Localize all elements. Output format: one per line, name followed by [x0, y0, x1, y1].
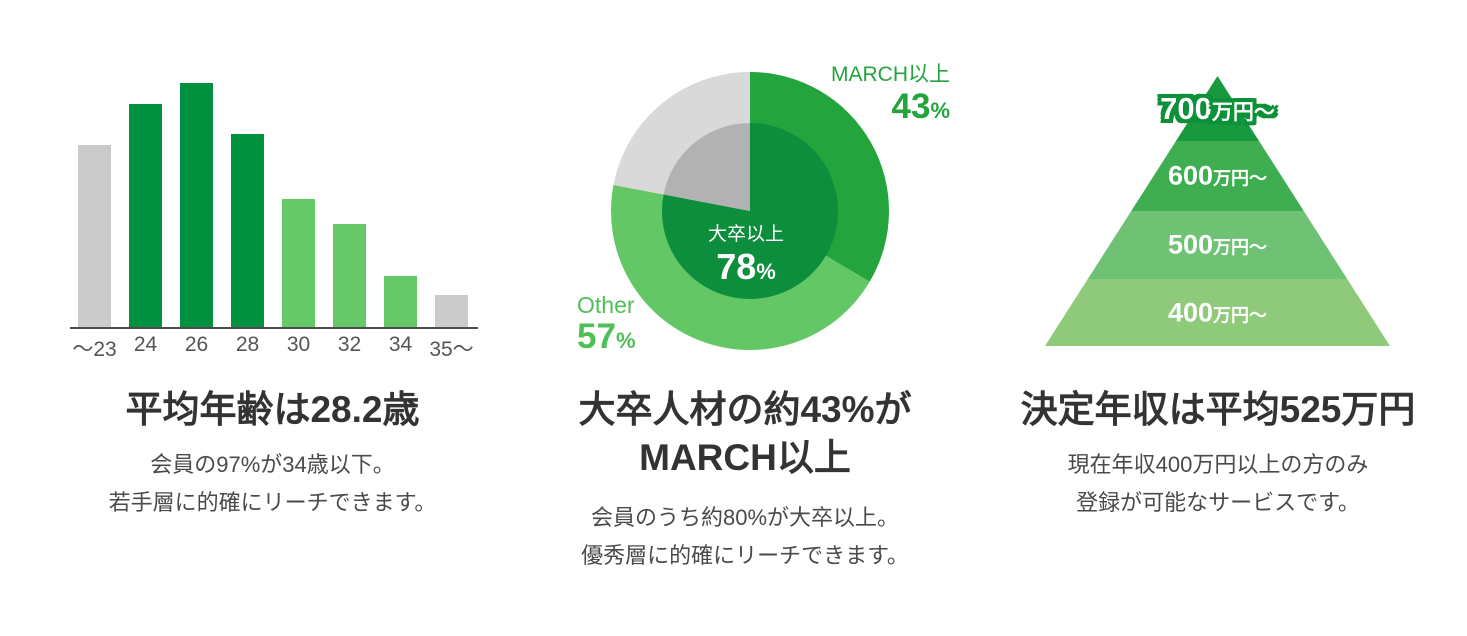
income-subtitle-line-2: 登録が可能なサービスです。	[1076, 490, 1360, 515]
age-panel-title: 平均年齢は28.2歳	[125, 389, 420, 430]
income-panel: 700万円～ 600万円～ 500万円～ 400万円～ 決定年収は平均525万円 現在…	[985, 0, 1451, 636]
march-label-value: 43%	[831, 87, 951, 128]
income-panel-title: 決定年収は平均525万円	[1020, 389, 1416, 430]
income-subtitle-line-1: 現在年収400万円以上の方のみ	[1067, 452, 1369, 477]
bar-24	[129, 104, 162, 327]
income-pyramid: 700万円～ 600万円～ 500万円～ 400万円～	[1045, 76, 1390, 346]
education-donut-svg	[610, 71, 889, 351]
bar-35～	[435, 295, 468, 327]
x-label-28: 28	[235, 333, 260, 356]
x-label-34: 34	[388, 333, 413, 356]
x-label-35～: 35～	[429, 338, 474, 361]
income-panel-subtitle: 現在年収400万円以上の方のみ 登録が可能なサービスです。	[985, 446, 1451, 522]
inner-segment-1	[663, 123, 750, 211]
education-panel: MARCH以上 43% Other 57% 大卒以上 78% 大卒人材の約43%…	[520, 0, 970, 636]
age-bar-chart-bars	[70, 76, 478, 327]
age-subtitle-line-2: 若手層に的確にリーチできます。	[108, 490, 437, 515]
march-value: 43	[891, 87, 931, 126]
bar-26	[180, 83, 213, 327]
pyramid-tier-label-700: 700万円～	[1160, 90, 1275, 126]
age-bar-chart-xlabels: ～23 24 26 28 30 32 34 35～	[70, 333, 478, 363]
x-label-24: 24	[133, 333, 158, 356]
education-panel-title: 大卒人材の約43%が MARCH以上	[520, 386, 970, 482]
march-label: MARCH以上 43%	[831, 63, 950, 128]
x-label-～23: ～23	[72, 338, 117, 361]
center-label-text: 大卒以上	[707, 224, 785, 245]
bar-30	[282, 199, 315, 327]
education-subtitle-line-1: 会員のうち約80%が大卒以上。	[590, 505, 900, 530]
bar-32	[333, 224, 366, 327]
center-value: 78	[716, 246, 757, 287]
other-label-value: 57%	[577, 317, 636, 358]
pyramid-tier-label-500: 500万円～	[1167, 229, 1268, 260]
bar-28	[231, 134, 264, 327]
x-label-30: 30	[286, 333, 311, 356]
age-bar-chart: ～23 24 26 28 30 32 34 35～	[70, 76, 478, 363]
income-pyramid-labels: 700万円～ 600万円～ 500万円～ 400万円～	[1045, 76, 1390, 346]
other-value: 57	[577, 317, 616, 356]
pyramid-tier-label-400: 400万円～	[1167, 297, 1268, 327]
education-title-line-2: MARCH以上	[639, 437, 851, 478]
center-percent-sign: %	[756, 259, 776, 284]
age-panel-subtitle: 会員の97%が34歳以下。若手層に的確にリーチできます。	[40, 446, 505, 522]
age-panel: ～23 24 26 28 30 32 34 35～ 平均年齢は28.2歳 会員の97%が34歳…	[40, 0, 505, 636]
x-label-32: 32	[337, 333, 362, 356]
pyramid-tier-label-600: 600万円～	[1167, 160, 1268, 191]
bar-34	[384, 276, 417, 327]
education-subtitle-line-2: 優秀層に的確にリーチできます。	[581, 543, 909, 568]
education-title-line-1: 大卒人材の約43%が	[578, 389, 912, 430]
other-percent-sign: %	[615, 328, 636, 353]
donut-center-label: 大卒以上 78%	[708, 224, 784, 290]
age-subtitle-line-1: 会員の97%が34歳以下。	[150, 452, 395, 477]
inner-segment-大卒以上	[662, 123, 839, 300]
bar-～23	[78, 145, 111, 327]
march-label-text: MARCH以上	[831, 63, 950, 86]
march-percent-sign: %	[930, 98, 950, 123]
education-panel-subtitle: 会員のうち約80%が大卒以上。 優秀層に的確にリーチできます。	[520, 499, 970, 575]
age-bar-chart-axis	[70, 327, 478, 329]
x-label-26: 26	[184, 333, 209, 356]
pyramid-tier-400	[1045, 279, 1390, 346]
other-label: Other 57%	[577, 293, 636, 358]
other-label-text: Other	[577, 292, 635, 318]
center-label-value: 78%	[708, 249, 784, 290]
